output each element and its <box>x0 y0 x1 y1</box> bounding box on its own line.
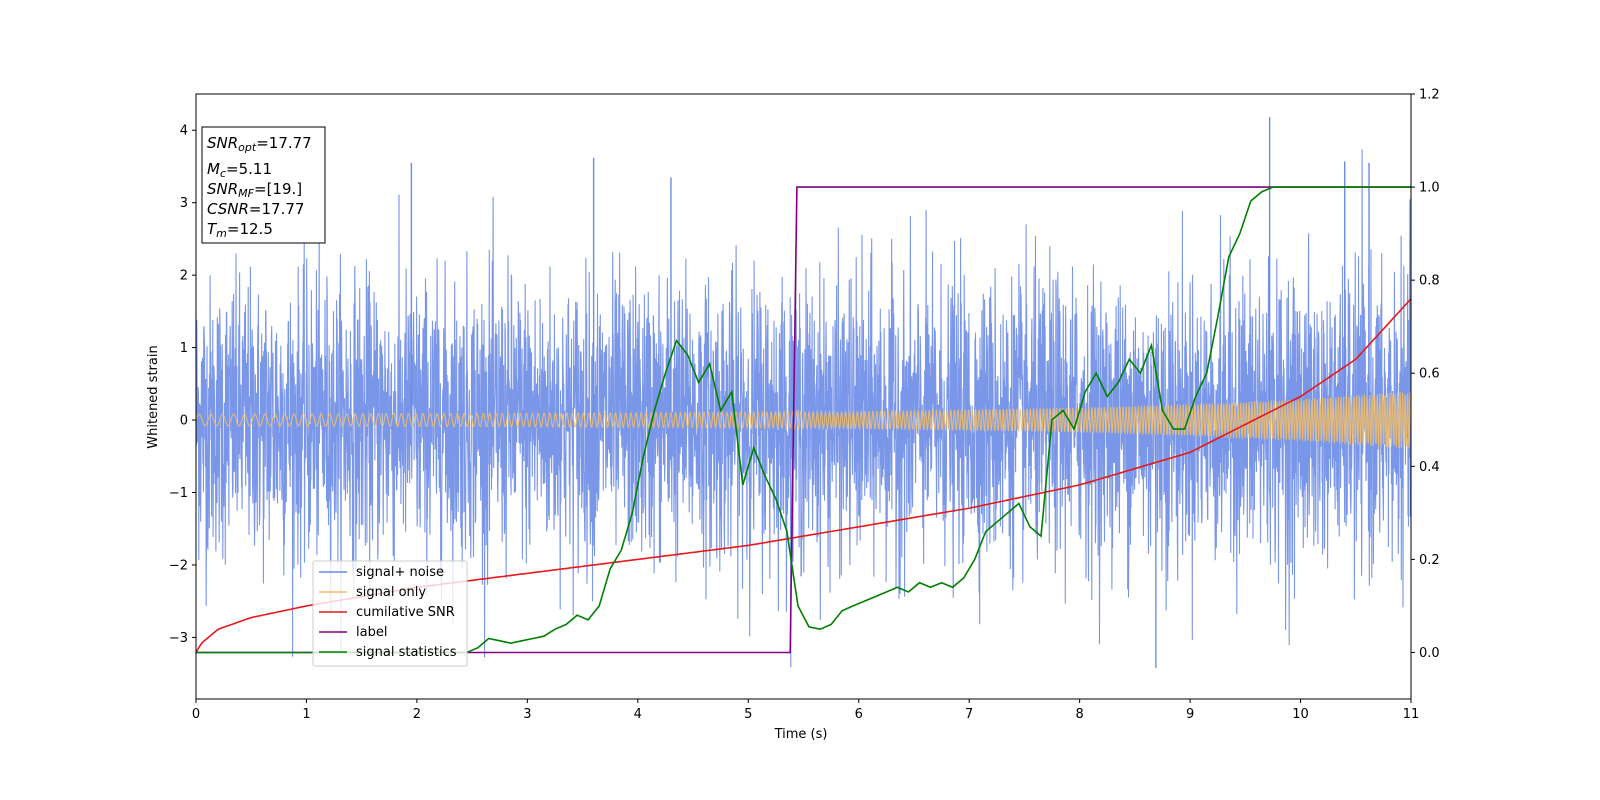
y-tick-label: 4 <box>180 124 188 139</box>
series-layer <box>196 117 1411 668</box>
legend-frame <box>312 560 468 667</box>
x-tick-label: 11 <box>1403 707 1420 722</box>
y-axis-ticks: −3 −2 −1 0 1 2 3 4 <box>169 124 196 646</box>
y-tick-label: −3 <box>169 631 188 646</box>
y-tick-label: 1 <box>180 341 188 356</box>
info-box-frame <box>201 126 326 244</box>
y-tick-label: −1 <box>169 486 188 501</box>
legend-label-cumulative-snr: cumilative SNR <box>356 605 455 620</box>
x-tick-label: 4 <box>634 707 642 722</box>
x-axis-label: Time (s) <box>774 727 828 742</box>
y2-tick-label: 0.2 <box>1419 553 1440 568</box>
y2-tick-label: 1.2 <box>1419 88 1440 103</box>
series-signal-statistics <box>196 186 1411 654</box>
y2-tick-label: 0.4 <box>1419 460 1440 475</box>
info-box: SNRopt=17.77 Mc=5.11 SNRMF=[19.] CSNR=17… <box>201 126 326 244</box>
info-csnr: CSNR=17.77 <box>207 200 304 218</box>
y-tick-label: 2 <box>180 269 188 284</box>
y2-tick-label: 0.6 <box>1419 367 1440 382</box>
series-signal-only <box>196 391 1411 449</box>
x-axis-ticks: 0 1 2 3 4 5 6 7 8 9 10 11 <box>192 699 1419 722</box>
y2-axis-ticks: 0.0 0.2 0.4 0.6 0.8 1.0 1.2 <box>1411 88 1440 661</box>
legend-label-label: label <box>356 625 387 640</box>
legend-label-statistics: signal statistics <box>356 645 457 660</box>
x-tick-label: 8 <box>1075 707 1083 722</box>
plot-frame <box>195 93 1412 700</box>
info-tm: Tm=12.5 <box>207 220 273 240</box>
series-signal-noise <box>196 149 1411 668</box>
y2-tick-label: 1.0 <box>1419 181 1440 196</box>
info-mc: Mc=5.11 <box>207 160 272 180</box>
y2-tick-label: 0.8 <box>1419 274 1440 289</box>
x-tick-label: 1 <box>302 707 310 722</box>
y-tick-label: 0 <box>180 414 188 429</box>
legend-label-noise: signal+ noise <box>356 565 444 580</box>
y-tick-label: 3 <box>180 196 188 211</box>
series-label <box>196 186 1411 654</box>
x-tick-label: 7 <box>965 707 973 722</box>
x-tick-label: 10 <box>1292 707 1309 722</box>
x-tick-label: 5 <box>744 707 752 722</box>
x-tick-label: 3 <box>523 707 531 722</box>
legend: signal+ noise signal only cumilative SNR… <box>312 560 468 667</box>
y-tick-label: −2 <box>169 558 188 573</box>
legend-label-signal: signal only <box>356 585 426 600</box>
y2-tick-label: 0.0 <box>1419 646 1440 661</box>
y-axis-label: Whitened strain <box>146 345 161 448</box>
x-tick-label: 2 <box>413 707 421 722</box>
x-tick-label: 6 <box>855 707 863 722</box>
x-tick-label: 0 <box>192 707 200 722</box>
info-snr-mf: SNRMF=[19.] <box>207 180 302 200</box>
x-tick-label: 9 <box>1186 707 1194 722</box>
info-snr-opt: SNRopt=17.77 <box>207 134 312 154</box>
